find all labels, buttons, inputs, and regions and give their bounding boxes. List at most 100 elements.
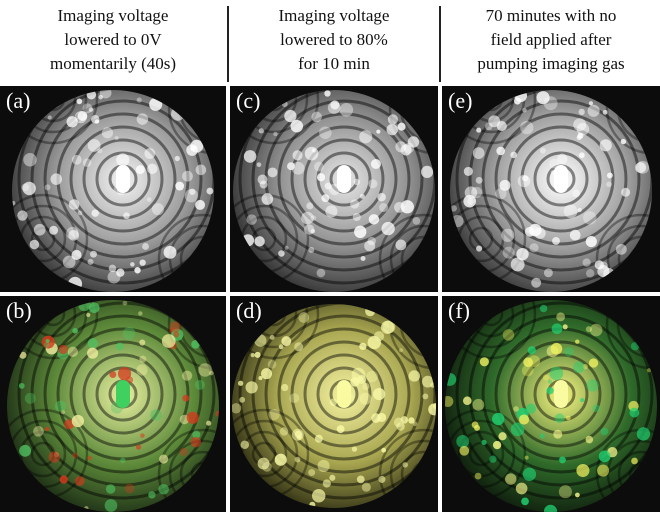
spot — [395, 240, 406, 251]
spot — [369, 214, 379, 224]
spot — [553, 430, 562, 439]
spot — [360, 393, 372, 405]
panel-label: (f) — [448, 298, 470, 324]
spot — [577, 133, 583, 139]
spot — [564, 347, 574, 357]
spot — [566, 416, 571, 421]
spot — [66, 116, 77, 127]
spot — [139, 339, 145, 345]
spot — [182, 371, 192, 381]
spot — [548, 380, 552, 384]
spot — [148, 491, 155, 498]
spot — [421, 166, 433, 178]
pole — [554, 165, 568, 193]
spot — [198, 363, 212, 377]
spot — [123, 212, 130, 219]
separator — [439, 6, 441, 82]
spot — [394, 202, 405, 213]
spot — [206, 188, 213, 195]
spot — [408, 136, 419, 147]
spot — [254, 236, 264, 246]
spot — [76, 99, 82, 105]
spot — [273, 132, 277, 136]
spot — [403, 462, 408, 467]
spot — [152, 203, 164, 215]
spot — [144, 148, 155, 159]
header-line: field applied after — [442, 28, 660, 52]
spot — [514, 98, 521, 105]
spot — [44, 342, 50, 348]
spot — [451, 205, 457, 211]
spot — [268, 360, 277, 369]
spot — [337, 425, 345, 433]
spot — [503, 247, 515, 259]
spot — [528, 355, 540, 367]
spot — [522, 108, 527, 113]
spot — [516, 248, 528, 260]
spot — [182, 395, 189, 402]
spot — [523, 468, 536, 481]
spot — [136, 364, 147, 375]
spot — [575, 493, 580, 498]
spot — [142, 243, 149, 250]
spot — [577, 208, 581, 212]
spot — [551, 343, 563, 355]
ring — [191, 87, 226, 131]
spot — [254, 334, 266, 346]
spot — [312, 148, 316, 152]
spot — [525, 456, 529, 460]
spot — [21, 183, 29, 191]
spot — [301, 212, 314, 225]
spot — [601, 428, 609, 436]
spot — [570, 230, 581, 241]
spot — [647, 368, 651, 372]
spot — [100, 87, 112, 99]
spot — [381, 448, 386, 453]
spot — [496, 147, 505, 156]
ring — [263, 88, 285, 110]
spot — [280, 427, 288, 435]
spot — [556, 312, 565, 321]
spot — [87, 456, 92, 461]
spot — [378, 476, 385, 483]
spot — [493, 441, 501, 449]
spot — [330, 100, 339, 109]
spot — [69, 199, 80, 210]
spot — [120, 458, 125, 463]
spot — [251, 353, 255, 357]
spot — [88, 338, 98, 348]
spot — [371, 159, 381, 169]
spot — [105, 499, 118, 512]
header-line: Imaging voltage — [230, 4, 438, 28]
spot — [150, 409, 162, 421]
spot — [575, 340, 579, 344]
spot — [357, 476, 365, 484]
spot — [451, 215, 463, 227]
spot — [531, 278, 541, 288]
spot — [546, 387, 553, 394]
spot — [308, 247, 314, 253]
spot — [399, 348, 403, 352]
micrograph — [442, 86, 660, 292]
spot — [278, 250, 284, 256]
column-header: Imaging voltagelowered to 0Vmomentarily … — [0, 4, 226, 84]
spot — [473, 399, 485, 411]
spot — [175, 182, 184, 191]
spot — [33, 426, 44, 437]
ring — [42, 88, 64, 110]
image-panel: (a) — [0, 86, 226, 292]
spot — [563, 324, 568, 329]
spot — [636, 161, 649, 174]
spot — [603, 110, 608, 115]
ring — [629, 87, 660, 131]
spot — [552, 237, 560, 245]
spot — [629, 408, 639, 418]
spot — [580, 398, 584, 402]
header-line: Imaging voltage — [0, 4, 226, 28]
spot — [292, 150, 302, 160]
spot — [125, 484, 135, 494]
spot — [50, 173, 62, 185]
spot — [473, 147, 485, 159]
micrograph — [230, 296, 438, 512]
spot — [162, 334, 176, 348]
